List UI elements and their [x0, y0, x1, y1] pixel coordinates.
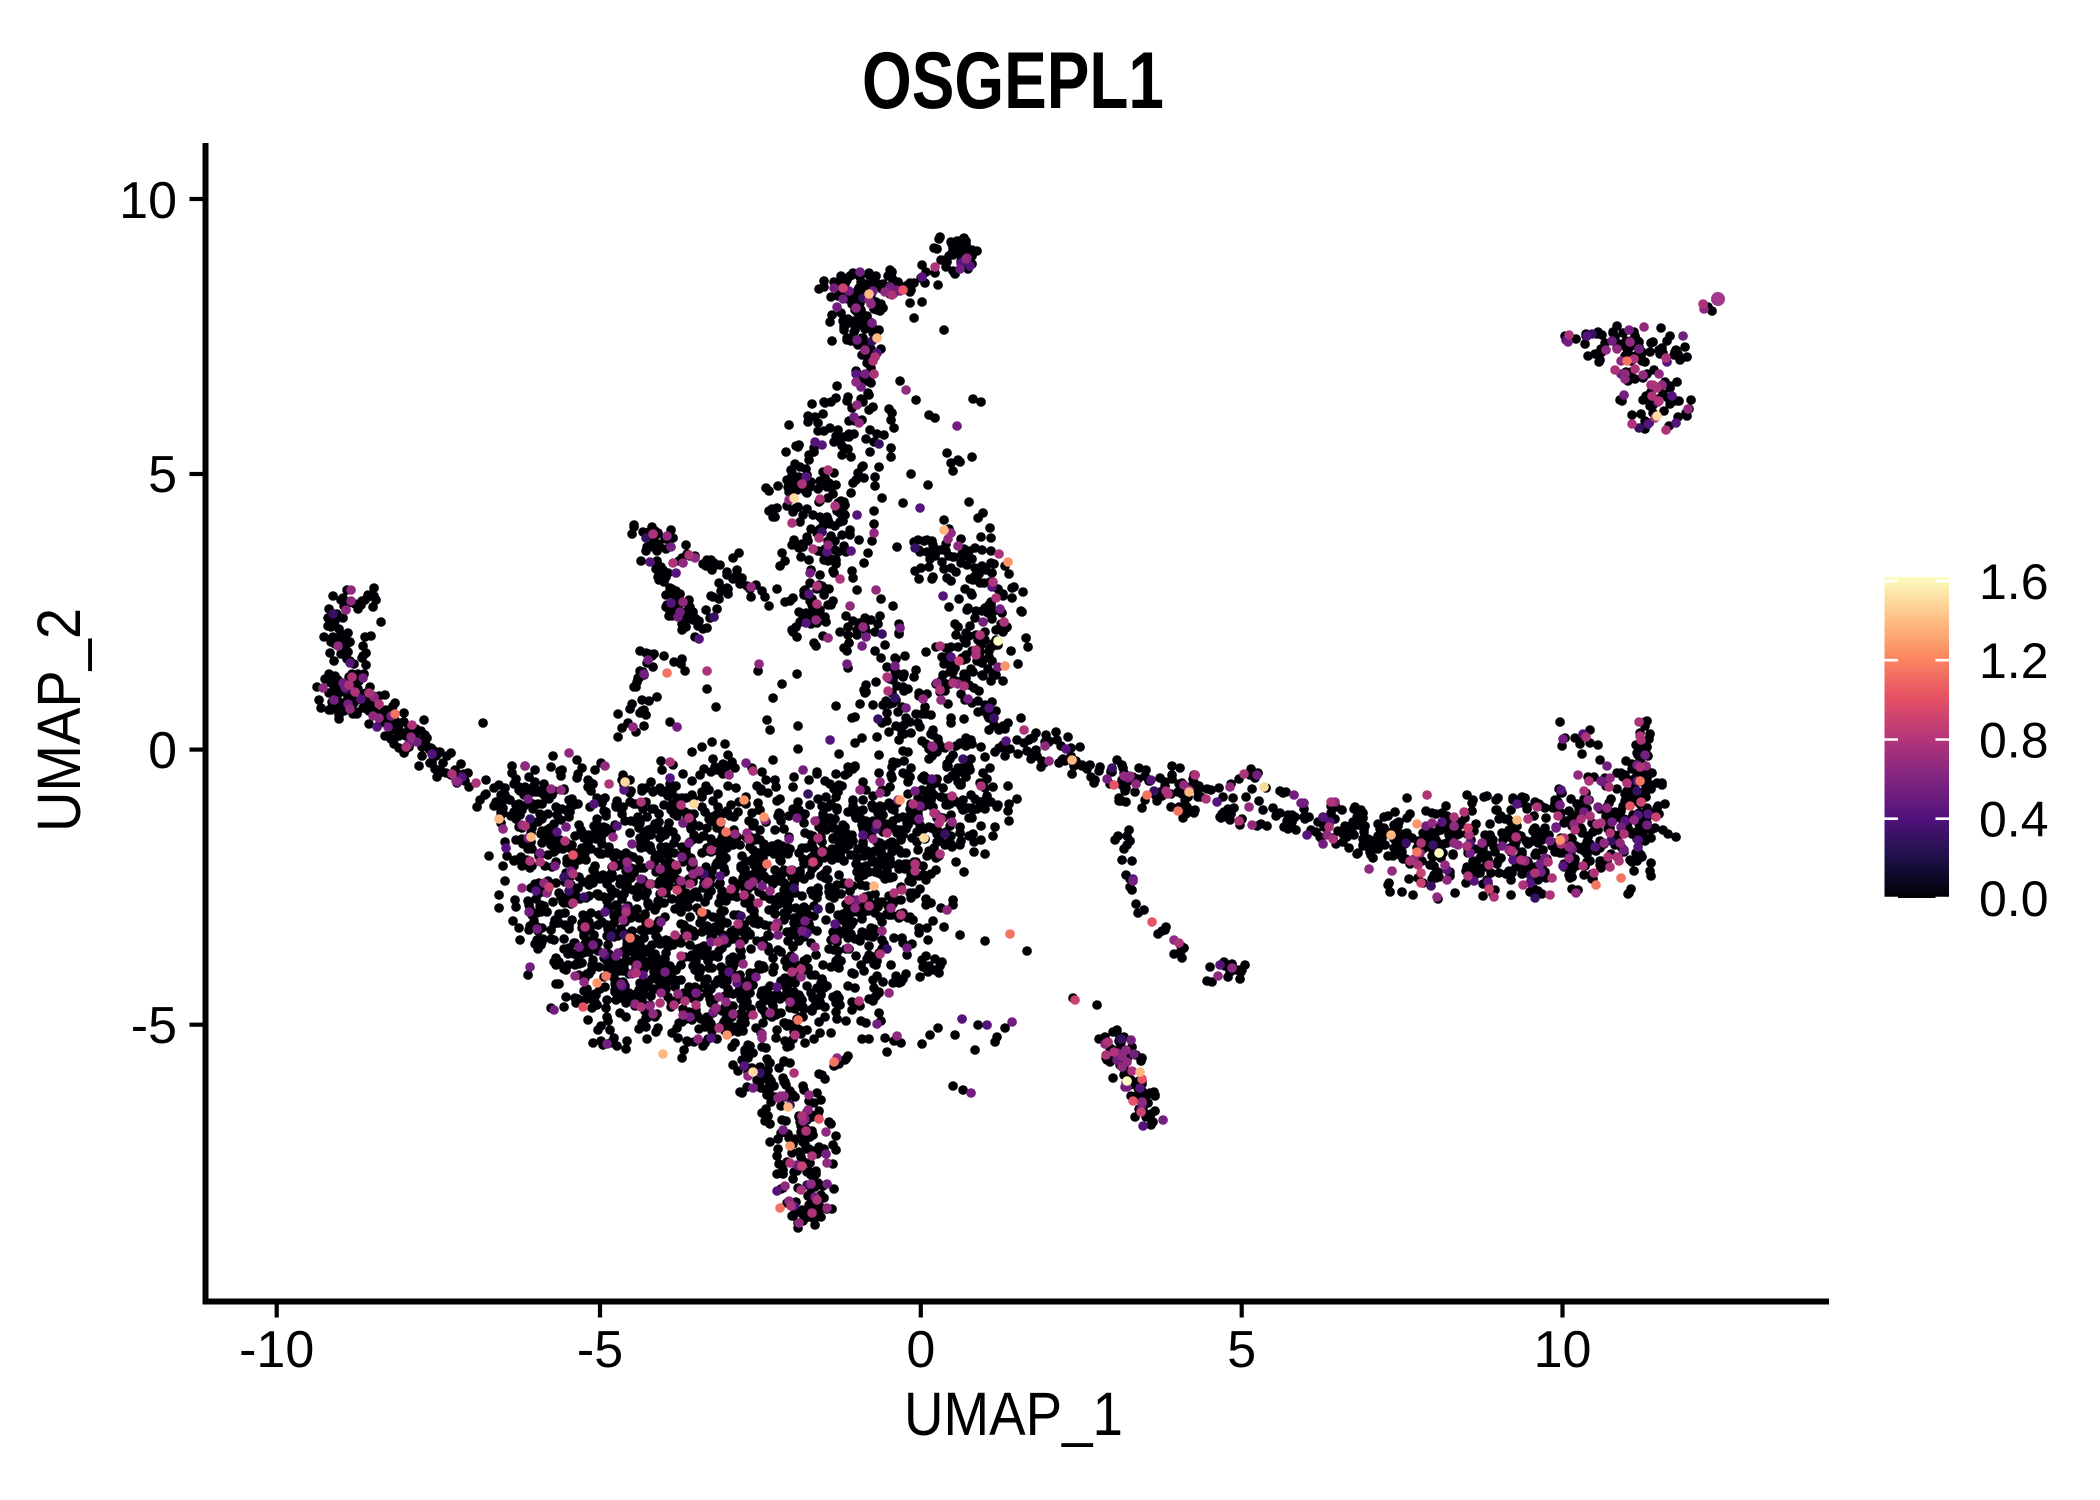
svg-text:OSGEPL1: OSGEPL1 — [862, 36, 1164, 126]
svg-text:10: 10 — [119, 172, 177, 230]
svg-text:0: 0 — [148, 722, 177, 780]
svg-text:UMAP_1: UMAP_1 — [904, 1380, 1123, 1448]
svg-text:0: 0 — [906, 1321, 935, 1379]
svg-text:0.4: 0.4 — [1979, 792, 2049, 848]
svg-text:10: 10 — [1534, 1321, 1592, 1379]
svg-text:5: 5 — [148, 446, 177, 504]
svg-text:0.0: 0.0 — [1979, 871, 2049, 927]
svg-text:-5: -5 — [577, 1321, 623, 1379]
svg-text:0.8: 0.8 — [1979, 713, 2049, 769]
svg-text:-5: -5 — [131, 997, 177, 1055]
svg-text:1.2: 1.2 — [1979, 633, 2049, 689]
svg-text:1.6: 1.6 — [1979, 554, 2049, 610]
svg-text:5: 5 — [1227, 1321, 1256, 1379]
svg-text:UMAP_2: UMAP_2 — [25, 608, 93, 832]
svg-text:-10: -10 — [239, 1321, 314, 1379]
